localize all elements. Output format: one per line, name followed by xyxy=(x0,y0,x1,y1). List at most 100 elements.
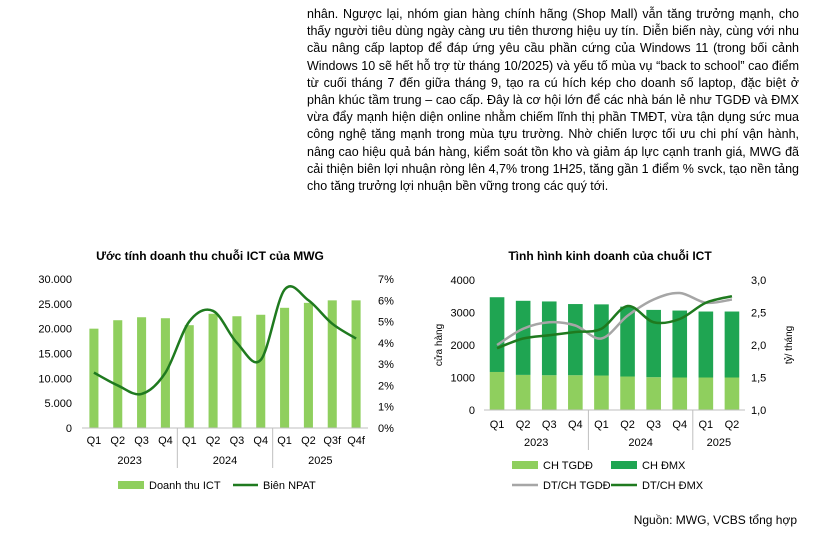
chart1-ytick-right: 2% xyxy=(378,380,394,392)
chart1-ytick-right: 4% xyxy=(378,338,394,350)
chart2-xtick: Q1 xyxy=(594,419,609,431)
chart2-ytick-left: 0 xyxy=(469,405,475,417)
chart1-ytick-left: 5.000 xyxy=(44,398,72,410)
chart1-xtick: Q2 xyxy=(206,435,221,447)
chart1-ytick-left: 30.000 xyxy=(38,274,72,286)
chart2-ytick-right: 2,5 xyxy=(751,308,766,320)
chart2-bar-ch-tgdd xyxy=(489,371,505,410)
chart2-ytick-left: 2000 xyxy=(451,340,475,352)
chart1-xtick: Q3f xyxy=(323,435,342,447)
chart1-bar xyxy=(351,300,361,428)
chart2-bar-ch-tgdd xyxy=(594,375,609,410)
chart1-year-label: 2024 xyxy=(213,455,237,467)
chart2-bar-ch-dmx xyxy=(594,304,609,376)
chart2-ylabel-right: tỷ/ tháng xyxy=(783,326,795,364)
chart1-bar xyxy=(137,317,147,428)
chart2-bar-ch-dmx xyxy=(541,301,557,376)
chart1-title: Ước tính doanh thu chuỗi ICT của MWG xyxy=(96,249,324,263)
chart2-legend-label-ch-tgdd: CH TGDĐ xyxy=(543,460,593,472)
chart2-xtick: Q3 xyxy=(542,419,557,431)
chart1-xtick: Q4f xyxy=(347,435,366,447)
chart2-legend-label-dt-ch-dmx: DT/CH ĐMX xyxy=(642,480,704,492)
chart1-ytick-right: 0% xyxy=(378,423,394,435)
chart1-bar xyxy=(184,325,194,428)
chart2-ytick-right: 3,0 xyxy=(751,275,766,287)
chart1-ytick-left: 25.000 xyxy=(38,299,72,311)
chart1-bar xyxy=(232,316,242,428)
chart2-ytick-right: 1,0 xyxy=(751,405,766,417)
chart1-bar xyxy=(113,320,123,428)
chart1-ytick-left: 0 xyxy=(66,423,72,435)
chart2-bar-ch-tgdd xyxy=(698,377,714,410)
chart2-bar-ch-tgdd xyxy=(724,377,740,410)
chart2-legend-swatch-ch-tgdd xyxy=(512,461,538,469)
chart2-year-label: 2024 xyxy=(628,437,652,449)
chart1-xtick: Q3 xyxy=(230,435,245,447)
chart2-xtick: Q2 xyxy=(516,419,531,431)
body-paragraph: nhân. Ngược lại, nhóm gian hàng chính hã… xyxy=(307,6,799,195)
paragraph-text: nhân. Ngược lại, nhóm gian hàng chính hã… xyxy=(307,7,799,194)
chart2-xtick: Q4 xyxy=(568,419,583,431)
chart2-bar-ch-tgdd xyxy=(515,374,531,410)
chart2-bar-ch-tgdd xyxy=(568,375,583,410)
chart1-xtick: Q1 xyxy=(87,435,102,447)
chart2-title: Tình hình kinh doanh của chuỗi ICT xyxy=(508,249,712,263)
chart1-legend-label-line: Biên NPAT xyxy=(263,480,316,492)
chart1-ytick-left: 10.000 xyxy=(38,373,72,385)
chart2-legend-label-ch-dmx: CH ĐMX xyxy=(642,460,686,472)
chart1-ytick-left: 20.000 xyxy=(38,324,72,336)
chart1-xtick: Q2 xyxy=(301,435,316,447)
chart2-bar-ch-dmx xyxy=(672,310,688,378)
chart1-ytick-right: 6% xyxy=(378,295,394,307)
chart1-ytick-right: 7% xyxy=(378,274,394,286)
chart2-ytick-left: 1000 xyxy=(451,373,475,385)
chart1-ytick-left: 15.000 xyxy=(38,349,72,361)
chart2-xtick: Q2 xyxy=(620,419,635,431)
chart2-xtick: Q2 xyxy=(725,419,740,431)
chart2-year-label: 2023 xyxy=(524,437,548,449)
chart2-year-label: 2025 xyxy=(707,437,731,449)
chart1-legend-swatch-bar xyxy=(118,481,144,489)
chart2-bar-ch-dmx xyxy=(698,311,714,378)
chart2-bar-ch-tgdd xyxy=(620,376,635,410)
chart2-bar-ch-dmx xyxy=(620,306,635,377)
chart2-ytick-right: 2,0 xyxy=(751,340,766,352)
chart1-ytick-right: 1% xyxy=(378,402,394,414)
chart2-bar-ch-tgdd xyxy=(646,377,661,410)
chart2-bar-ch-dmx xyxy=(568,304,583,376)
chart1-bar xyxy=(327,300,337,428)
chart2-ylabel-left: cửa hàng xyxy=(433,324,445,366)
chart1-xtick: Q1 xyxy=(182,435,197,447)
chart1-bar xyxy=(208,313,218,428)
source-note: Nguồn: MWG, VCBS tổng hợp xyxy=(633,513,797,527)
chart2-bar-ch-tgdd xyxy=(672,377,688,410)
chart1-year-label: 2023 xyxy=(117,455,141,467)
chart2-legend-swatch-ch-dmx xyxy=(611,461,637,469)
chart2-line-dt-ch-dmx xyxy=(496,295,733,350)
chart1-xtick: Q2 xyxy=(110,435,125,447)
chart2-ytick-left: 3000 xyxy=(451,308,475,320)
chart2-bar-ch-dmx xyxy=(489,297,505,372)
chart1-bar xyxy=(280,307,290,428)
chart1-line-bien-npat xyxy=(93,285,357,396)
chart2-ytick-right: 1,5 xyxy=(751,373,766,385)
chart1-xtick: Q4 xyxy=(253,435,268,447)
chart2-xtick: Q1 xyxy=(490,419,505,431)
chart1-xtick: Q4 xyxy=(158,435,173,447)
chart1-xtick: Q1 xyxy=(277,435,292,447)
chart2-line-dt-ch-tgdd xyxy=(496,291,733,347)
chart1-ytick-right: 5% xyxy=(378,317,394,329)
chart1-year-label: 2025 xyxy=(308,455,332,467)
chart1-bar xyxy=(89,328,99,428)
chart2-bar-ch-dmx xyxy=(646,309,661,378)
chart2-bar-ch-tgdd xyxy=(541,375,557,410)
chart2-ytick-left: 4000 xyxy=(451,275,475,287)
chart1-legend-label-bar: Doanh thu ICT xyxy=(149,480,221,492)
chart1-bar xyxy=(256,314,266,428)
chart2-bar-ch-dmx xyxy=(724,311,740,378)
chart1-bar xyxy=(303,302,313,428)
chart2-xtick: Q1 xyxy=(699,419,714,431)
chart2-xtick: Q3 xyxy=(646,419,661,431)
chart1-xtick: Q3 xyxy=(134,435,149,447)
